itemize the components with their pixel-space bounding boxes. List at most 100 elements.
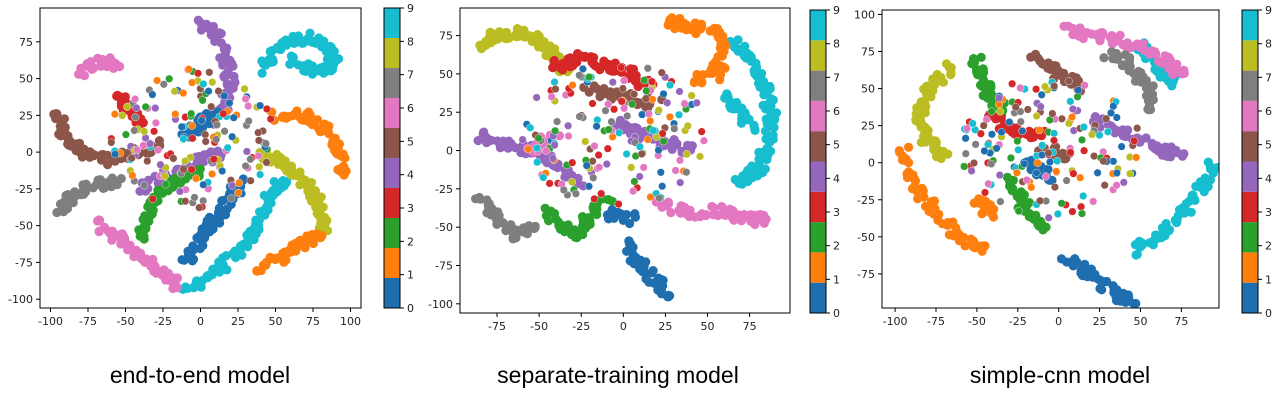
point: [207, 102, 216, 111]
point: [135, 186, 145, 196]
point: [112, 180, 122, 190]
point: [242, 147, 251, 156]
x-tick-label: 25: [1093, 315, 1107, 328]
x-tick-label: -50: [117, 315, 135, 328]
point: [603, 144, 612, 153]
point: [1145, 104, 1156, 115]
point: [187, 109, 196, 118]
point: [1016, 117, 1025, 126]
point: [257, 68, 267, 78]
point: [575, 71, 584, 80]
point: [545, 179, 554, 188]
point: [665, 112, 674, 121]
point: [280, 248, 291, 258]
point: [904, 158, 914, 168]
point: [241, 161, 250, 170]
point: [168, 283, 178, 294]
y-tick-label: -100: [428, 298, 453, 311]
point: [752, 71, 762, 81]
point: [644, 109, 653, 118]
x-tick-label: -25: [154, 315, 172, 328]
point: [755, 82, 765, 92]
point: [1047, 175, 1057, 185]
point: [198, 96, 207, 105]
point: [1203, 157, 1213, 167]
point: [553, 217, 564, 227]
point: [1152, 230, 1162, 241]
point: [257, 56, 267, 66]
colorbar-tick-label: 2: [833, 240, 840, 253]
x-tick-label: -75: [488, 320, 506, 333]
point: [1132, 153, 1141, 162]
point: [976, 52, 986, 63]
point: [1067, 113, 1076, 122]
colorbar-frame: [383, 7, 401, 309]
point: [89, 151, 99, 161]
x-tick-label: -50: [530, 320, 548, 333]
colorbar-segment: [384, 8, 400, 38]
point: [1016, 83, 1025, 92]
point: [1079, 191, 1088, 200]
point: [1064, 77, 1073, 86]
point: [581, 137, 590, 146]
point: [996, 197, 1005, 206]
point: [258, 260, 268, 270]
point: [982, 88, 992, 98]
point: [589, 173, 598, 182]
point: [713, 210, 723, 221]
point: [1032, 168, 1041, 177]
point: [639, 262, 649, 272]
point: [1074, 86, 1083, 95]
x-tick-label: -25: [1009, 315, 1027, 328]
point: [553, 162, 563, 173]
point: [262, 104, 271, 113]
point: [1027, 183, 1036, 192]
point: [1089, 197, 1098, 206]
point: [292, 171, 302, 181]
colorbar-segment: [1242, 282, 1258, 313]
colorbar-tick-label: 4: [833, 172, 840, 185]
x-tick-label: -50: [968, 315, 986, 328]
point: [627, 163, 636, 172]
point: [542, 146, 551, 155]
y-tick-label: 50: [861, 83, 875, 96]
point: [485, 27, 495, 37]
point: [1080, 146, 1089, 155]
x-tick-label: 0: [1055, 315, 1062, 328]
point: [1069, 169, 1078, 178]
point: [165, 74, 174, 83]
scatter-points: [894, 21, 1219, 308]
point: [473, 136, 483, 146]
point: [305, 28, 315, 38]
point: [741, 49, 751, 59]
point: [594, 151, 603, 160]
point: [128, 171, 137, 180]
point: [280, 111, 290, 121]
y-tick-label: -25: [435, 183, 453, 196]
point: [485, 135, 495, 145]
point: [544, 216, 554, 226]
point: [1050, 129, 1059, 138]
colorbar-segment: [810, 252, 826, 283]
point: [675, 87, 684, 96]
point: [1077, 209, 1086, 218]
point: [1179, 149, 1189, 159]
point: [143, 157, 152, 166]
point: [179, 134, 188, 143]
point: [696, 152, 705, 161]
point: [1119, 178, 1128, 187]
point: [671, 138, 681, 148]
point: [241, 94, 250, 103]
point: [1208, 168, 1218, 178]
point: [654, 146, 663, 155]
point: [960, 241, 970, 251]
point: [270, 254, 280, 265]
point: [237, 250, 247, 260]
colorbar-tick-label: 3: [1265, 206, 1272, 219]
point: [153, 178, 163, 188]
point: [170, 87, 179, 96]
point: [228, 181, 237, 190]
colorbar-segment: [384, 68, 400, 98]
point: [1044, 149, 1053, 158]
point: [1038, 141, 1047, 150]
